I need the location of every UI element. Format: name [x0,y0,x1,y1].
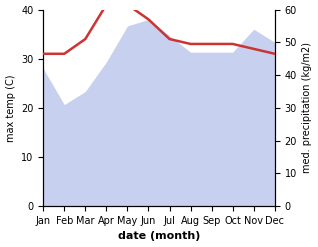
X-axis label: date (month): date (month) [118,231,200,242]
Y-axis label: max temp (C): max temp (C) [5,74,16,142]
Y-axis label: med. precipitation (kg/m2): med. precipitation (kg/m2) [302,42,313,173]
